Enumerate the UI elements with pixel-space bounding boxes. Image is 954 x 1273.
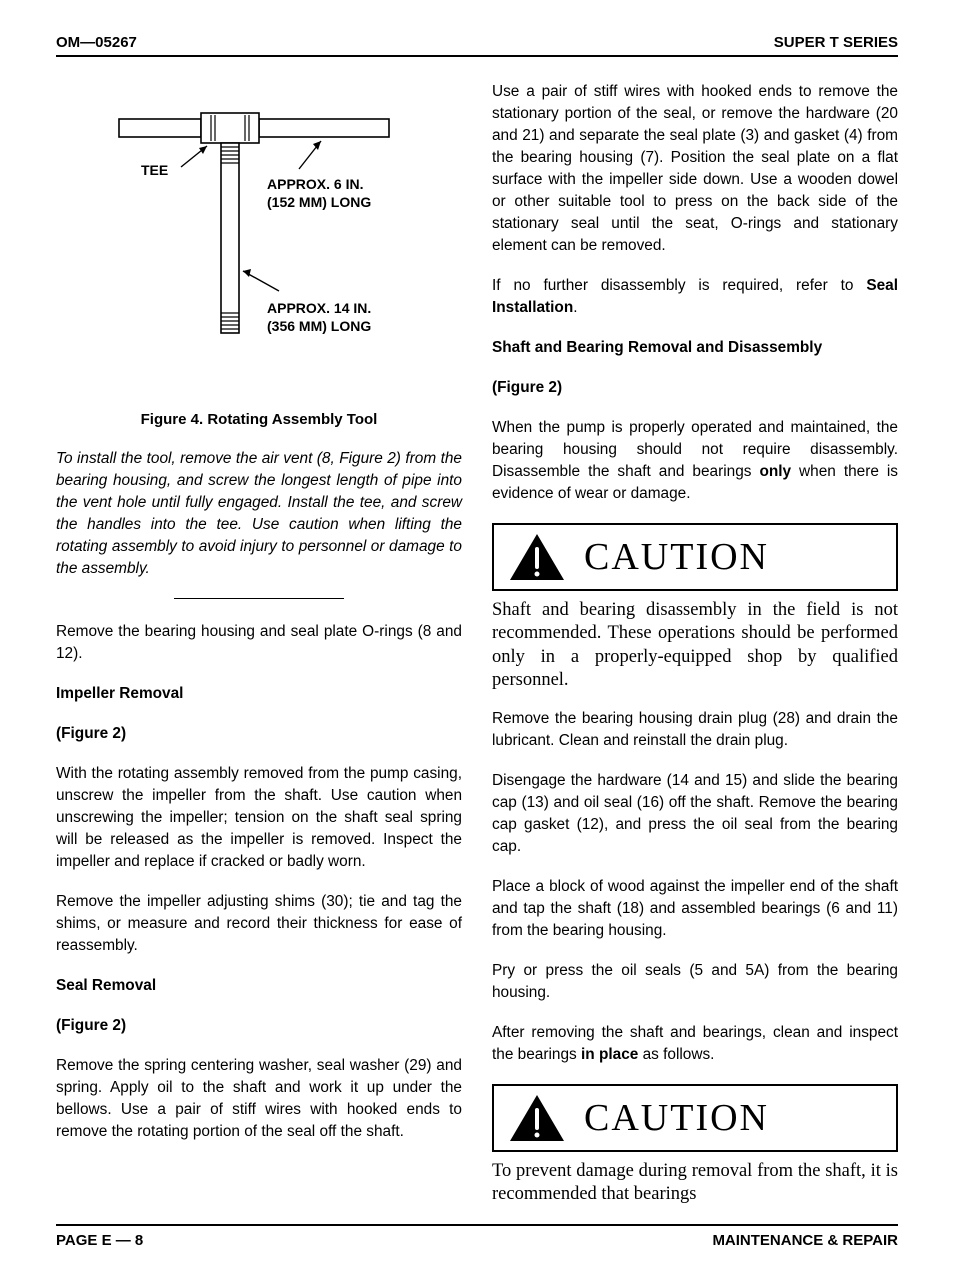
figure-label-6in-l2: (152 MM) LONG <box>267 194 371 210</box>
tool-install-note: To install the tool, remove the air vent… <box>56 448 462 580</box>
nofurther-post: . <box>573 299 577 316</box>
right-column: Use a pair of stiff wires with hooked en… <box>492 81 898 1206</box>
figure-label-14in-l1: APPROX. 14 IN. <box>267 300 371 316</box>
header-right: SUPER T SERIES <box>774 34 898 51</box>
impeller-para-2: Remove the impeller adjusting shims (30)… <box>56 891 462 957</box>
when-bold: only <box>759 463 791 480</box>
nofurther-pre: If no further disassembly is required, r… <box>492 277 866 294</box>
two-column-layout: TEE APPROX. 6 IN. (152 MM) LONG APPROX. … <box>56 81 898 1206</box>
caution-box-2: CAUTION <box>492 1084 898 1152</box>
figure-label-6in-l1: APPROX. 6 IN. <box>267 176 363 192</box>
footer-bar: PAGE E — 8 MAINTENANCE & REPAIR <box>56 1224 898 1249</box>
caution-label-2: CAUTION <box>584 1096 769 1140</box>
impeller-para-1: With the rotating assembly removed from … <box>56 763 462 873</box>
caution-label-1: CAUTION <box>584 535 769 579</box>
shaft-heading: Shaft and Bearing Removal and Disassembl… <box>492 337 898 359</box>
rotating-tool-svg: TEE APPROX. 6 IN. (152 MM) LONG APPROX. … <box>89 99 429 379</box>
section-divider <box>174 598 344 599</box>
left-column: TEE APPROX. 6 IN. (152 MM) LONG APPROX. … <box>56 81 462 1206</box>
figure-label-tee: TEE <box>141 162 168 178</box>
seal-removal-heading: Seal Removal <box>56 975 462 997</box>
figure-ref-2: (Figure 2) <box>56 1015 462 1037</box>
warning-triangle-icon <box>508 532 566 582</box>
after-post: as follows. <box>638 1046 714 1063</box>
drain-plug-para: Remove the bearing housing drain plug (2… <box>492 708 898 752</box>
after-removing-para: After removing the shaft and bearings, c… <box>492 1022 898 1066</box>
disengage-para: Disengage the hardware (14 and 15) and s… <box>492 770 898 858</box>
seal-para-1: Remove the spring centering washer, seal… <box>56 1055 462 1143</box>
caution-text-2: To prevent damage during removal from th… <box>492 1160 898 1206</box>
remove-orings-text: Remove the bearing housing and seal plat… <box>56 621 462 665</box>
figure-caption: Figure 4. Rotating Assembly Tool <box>56 411 462 428</box>
impeller-removal-heading: Impeller Removal <box>56 683 462 705</box>
caution-box-1: CAUTION <box>492 523 898 591</box>
warning-triangle-icon <box>508 1093 566 1143</box>
when-operated-para: When the pump is properly operated and m… <box>492 417 898 505</box>
figure-label-14in-l2: (356 MM) LONG <box>267 318 371 334</box>
header-left: OM—05267 <box>56 34 137 51</box>
caution-text-1: Shaft and bearing disassembly in the fie… <box>492 599 898 692</box>
pry-press-para: Pry or press the oil seals (5 and 5A) fr… <box>492 960 898 1004</box>
stiff-wires-para: Use a pair of stiff wires with hooked en… <box>492 81 898 257</box>
figure-ref-1: (Figure 2) <box>56 723 462 745</box>
block-wood-para: Place a block of wood against the impell… <box>492 876 898 942</box>
header-bar: OM—05267 SUPER T SERIES <box>56 34 898 57</box>
figure-rotating-tool: TEE APPROX. 6 IN. (152 MM) LONG APPROX. … <box>56 99 462 379</box>
no-further-para: If no further disassembly is required, r… <box>492 275 898 319</box>
after-bold: in place <box>581 1046 638 1063</box>
figure-ref-3: (Figure 2) <box>492 377 898 399</box>
